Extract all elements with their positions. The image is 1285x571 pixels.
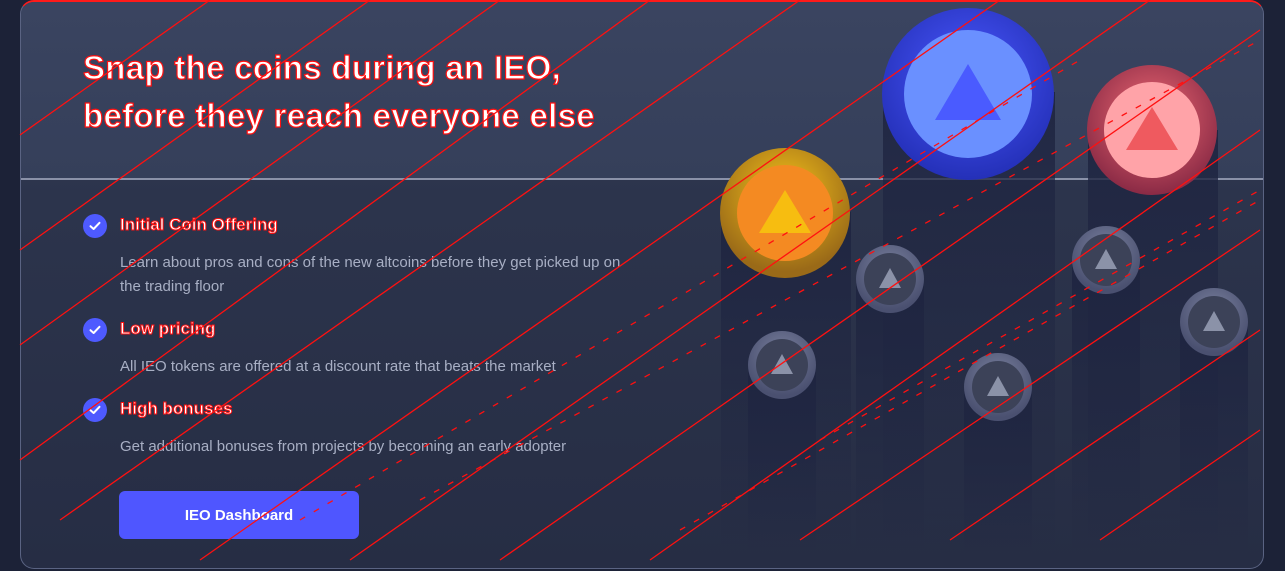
feature-title: Low pricing [119,319,216,339]
coin-triangle-icon [964,353,1032,421]
divider [21,178,1263,180]
feature-description: All IEO tokens are offered at a discount… [120,358,556,375]
headline-line-2: before they reach everyone else [82,96,595,134]
ieo-promo-card: Snap the coins during an IEO, before the… [20,0,1264,569]
check-icon [83,318,107,342]
promo-headline: Snap the coins during an IEO, before the… [82,44,595,140]
coin-triangle-icon [1072,226,1140,294]
feature-title: High bonuses [119,399,233,419]
feature-description: Learn about pros and cons of the new alt… [120,254,621,295]
check-icon [83,214,107,238]
feature-title: Initial Coin Offering [120,215,279,235]
coin-triangle-icon [1180,288,1248,356]
feature-description: Get additional bonuses from projects by … [120,438,567,455]
check-icon [83,398,107,422]
ieo-dashboard-button[interactable]: IEO Dashboard [119,491,359,539]
coin-triangle-icon [856,245,924,313]
coin-triangle-icon [748,331,816,399]
headline-line-1: Snap the coins during an IEO, [82,48,562,86]
